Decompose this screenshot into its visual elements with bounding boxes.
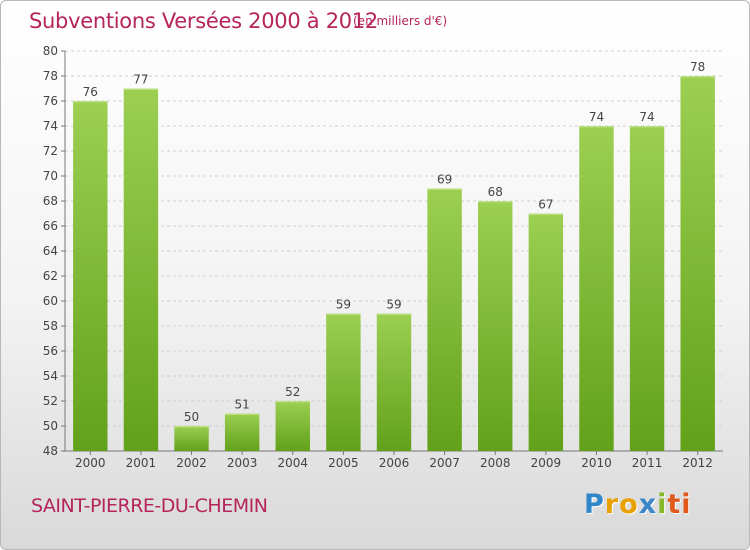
x-tick-label: 2005: [328, 456, 359, 470]
y-tick-label: 58: [43, 319, 58, 333]
bar: [224, 413, 260, 451]
bar-highlight: [376, 313, 412, 315]
bar: [579, 126, 614, 451]
bar: [275, 401, 310, 451]
commune-name: SAINT-PIERRE-DU-CHEMIN: [31, 495, 268, 517]
x-tick-label: 2002: [176, 456, 207, 470]
y-tick-label: 72: [43, 144, 58, 158]
y-tick-label: 70: [43, 169, 58, 183]
data-label: 59: [336, 298, 351, 312]
bar: [73, 101, 108, 451]
bar-highlight: [478, 201, 513, 203]
x-tick-label: 2010: [581, 456, 612, 470]
labels: 48 50 52 54 56 58 60 62 64 66 68 70 72 74 76 78 80 76 2000…: [43, 44, 713, 470]
bar-highlight: [427, 188, 462, 190]
bar-highlight: [528, 213, 564, 215]
bar: [680, 76, 715, 451]
proxiti-logo: Proxiti: [584, 489, 692, 520]
chart-unit: (en milliers d'€): [353, 14, 448, 28]
bar-highlight: [326, 313, 361, 315]
y-tick-label: 48: [43, 444, 58, 458]
bar: [326, 313, 361, 451]
bar: [123, 88, 159, 451]
data-label: 52: [285, 385, 300, 399]
y-tick-label: 80: [43, 44, 58, 58]
x-tick-label: 2008: [480, 456, 511, 470]
data-label: 78: [690, 60, 705, 74]
data-label: 59: [386, 298, 401, 312]
y-tick-label: 56: [43, 344, 58, 358]
bar-highlight: [174, 426, 209, 428]
bar-highlight: [680, 76, 715, 78]
data-label: 76: [83, 85, 98, 99]
data-label: 67: [538, 198, 553, 212]
bar-highlight: [579, 126, 614, 128]
bar: [174, 426, 209, 451]
bar: [478, 201, 513, 451]
data-label: 50: [184, 410, 199, 424]
y-tick-label: 64: [43, 244, 58, 258]
bars: [73, 76, 715, 451]
data-label: 51: [235, 398, 250, 412]
bar-highlight: [73, 101, 108, 103]
x-tick-label: 2000: [75, 456, 106, 470]
y-tick-label: 54: [43, 369, 58, 383]
data-label: 69: [437, 173, 452, 187]
x-tick-label: 2011: [632, 456, 663, 470]
y-tick-label: 66: [43, 219, 58, 233]
x-tick-label: 2003: [227, 456, 258, 470]
x-tick-label: 2004: [277, 456, 308, 470]
y-tick-label: 76: [43, 94, 58, 108]
x-tick-label: 2001: [126, 456, 157, 470]
bar-highlight: [275, 401, 310, 403]
y-tick-label: 68: [43, 194, 58, 208]
y-tick-label: 50: [43, 419, 58, 433]
y-tick-label: 78: [43, 69, 58, 83]
bar: [528, 213, 564, 451]
data-label: 77: [133, 73, 148, 87]
bar-highlight: [123, 88, 159, 90]
bar-highlight: [629, 126, 665, 128]
chart-title: Subventions Versées 2000 à 2012: [29, 9, 378, 33]
x-tick-label: 2012: [682, 456, 713, 470]
x-tick-label: 2009: [531, 456, 562, 470]
bar: [427, 188, 462, 451]
y-tick-label: 62: [43, 269, 58, 283]
data-label: 68: [488, 185, 503, 199]
bar-highlight: [224, 413, 260, 415]
y-tick-label: 60: [43, 294, 58, 308]
bar: [629, 126, 665, 451]
x-tick-label: 2006: [379, 456, 410, 470]
bar: [376, 313, 412, 451]
data-label: 74: [639, 110, 654, 124]
y-tick-label: 52: [43, 394, 58, 408]
data-label: 74: [589, 110, 604, 124]
y-tick-label: 74: [43, 119, 58, 133]
x-tick-label: 2007: [429, 456, 460, 470]
